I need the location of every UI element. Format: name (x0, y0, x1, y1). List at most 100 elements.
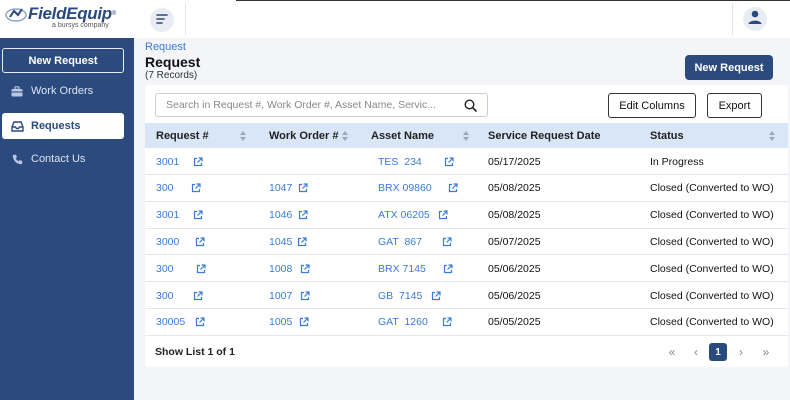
sort-icon[interactable] (769, 131, 775, 141)
request-number-link[interactable]: 300 (156, 262, 174, 275)
sort-icon[interactable] (342, 131, 348, 141)
table-row[interactable]: 3001 1046 ATX 06205 05/08/2025 Closed (Conve… (145, 202, 788, 229)
external-link-icon[interactable] (442, 309, 452, 336)
phone-icon (10, 153, 24, 165)
search-box[interactable] (155, 93, 488, 117)
external-link-icon[interactable] (444, 148, 454, 175)
table-row[interactable]: 30005 1005 GAT 1260 05/05/2025 Closed (Conve… (145, 309, 788, 336)
table-row[interactable]: 3000 1045 GAT 867 05/07/2025 Closed (Convert… (145, 228, 788, 256)
external-link-icon[interactable] (300, 255, 310, 282)
external-link-icon[interactable] (195, 309, 205, 336)
logo-mark-icon (4, 5, 28, 23)
external-link-icon[interactable] (442, 228, 452, 255)
work-order-link[interactable]: 1008 (269, 262, 293, 275)
external-link-icon[interactable] (297, 228, 307, 255)
work-order-link[interactable]: 1007 (269, 289, 293, 302)
logo: FieldEquip ® (4, 4, 116, 24)
logo-text: FieldEquip (28, 4, 112, 23)
logo-registered-mark: ® (111, 11, 117, 17)
export-button[interactable]: Export (707, 93, 762, 118)
asset-name-link[interactable]: TES 234 (378, 155, 422, 168)
search-icon[interactable] (464, 99, 477, 117)
work-order-link[interactable]: 1005 (269, 316, 293, 329)
request-number-link[interactable]: 30005 (156, 316, 186, 329)
external-link-icon[interactable] (193, 282, 203, 309)
double-chevron-right-icon: » (762, 345, 770, 359)
request-number-link[interactable]: 3001 (156, 209, 180, 222)
sort-icon[interactable] (463, 131, 469, 141)
asset-name-link[interactable]: GB 7145 (378, 289, 423, 302)
edit-columns-button[interactable]: Edit Columns (608, 93, 696, 118)
page-title: Request (145, 54, 201, 70)
service-request-date: 05/06/2025 (488, 289, 541, 302)
sort-icon[interactable] (240, 131, 246, 141)
work-order-link[interactable]: 1047 (269, 182, 293, 195)
show-list-label: Show List 1 of 1 (155, 346, 235, 358)
user-avatar-button[interactable] (743, 7, 767, 31)
column-header-asset-name[interactable]: Asset Name (371, 129, 434, 142)
next-page-button[interactable]: › (732, 343, 750, 361)
external-link-icon[interactable] (299, 309, 309, 336)
breadcrumb[interactable]: Request (145, 41, 186, 53)
asset-name-link[interactable]: GAT 1260 (378, 316, 428, 329)
external-link-icon[interactable] (431, 282, 441, 309)
sidebar-item-label: Requests (31, 120, 81, 132)
service-request-date: 05/17/2025 (488, 155, 541, 168)
menu-toggle-button[interactable] (150, 8, 174, 32)
external-link-icon[interactable] (196, 255, 206, 282)
asset-name-link[interactable]: ATX 06205 (378, 209, 430, 222)
sidebar-item-work-orders[interactable]: Work Orders (2, 78, 124, 104)
table-row[interactable]: 300 1007 GB 7145 05/06/2025 Closed (Converte… (145, 282, 788, 309)
external-link-icon[interactable] (300, 282, 310, 309)
status-text: Closed (Converted to WO) (650, 262, 774, 275)
request-number-link[interactable]: 300 (156, 289, 174, 302)
external-link-icon[interactable] (438, 202, 448, 229)
double-chevron-left-icon: « (668, 345, 676, 359)
request-number-link[interactable]: 3000 (156, 235, 180, 248)
sidebar-item-requests[interactable]: Requests (2, 113, 124, 139)
service-request-date: 05/07/2025 (488, 235, 541, 248)
external-link-icon[interactable] (298, 175, 308, 202)
page-button-current[interactable]: 1 (709, 343, 727, 361)
table-row[interactable]: 300 1008 BRX 7145 05/06/2025 Closed (Convert… (145, 255, 788, 283)
external-link-icon[interactable] (448, 175, 458, 202)
column-header-status[interactable]: Status (650, 129, 684, 142)
table-row[interactable]: 3001 TES 234 05/17/2025 In Progress (145, 148, 788, 175)
asset-name-link[interactable]: GAT 867 (378, 235, 422, 248)
record-count: (7 Records) (145, 70, 198, 81)
topbar-divider-right (732, 3, 733, 35)
sidebar (0, 38, 134, 400)
new-request-button[interactable]: New Request (685, 55, 773, 80)
external-link-icon[interactable] (443, 255, 453, 282)
search-input[interactable] (166, 99, 456, 111)
table-row[interactable]: 300 1047 BRX 09860 05/08/2025 Closed (Conver… (145, 175, 788, 202)
work-order-link[interactable]: 1046 (269, 209, 293, 222)
sidebar-item-contact-us[interactable]: Contact Us (2, 146, 124, 172)
last-page-button[interactable]: » (757, 343, 775, 361)
top-bar-line (236, 0, 790, 1)
column-header-work-order[interactable]: Work Order # (269, 129, 339, 142)
column-header-request[interactable]: Request # (156, 129, 209, 142)
asset-name-link[interactable]: BRX 09860 (378, 182, 432, 195)
table-header: Request # Work Order # Asset Name Servic… (145, 123, 788, 148)
external-link-icon[interactable] (195, 228, 205, 255)
column-header-service-request-date[interactable]: Service Request Date (488, 129, 601, 142)
first-page-button[interactable]: « (663, 343, 681, 361)
inbox-icon (10, 120, 24, 132)
external-link-icon[interactable] (191, 175, 201, 202)
external-link-icon[interactable] (193, 202, 203, 229)
asset-name-link[interactable]: BRX 7145 (378, 262, 426, 275)
request-number-link[interactable]: 3001 (156, 155, 180, 168)
external-link-icon[interactable] (298, 202, 308, 229)
status-text: Closed (Converted to WO) (650, 235, 774, 248)
service-request-date: 05/08/2025 (488, 182, 541, 195)
external-link-icon[interactable] (193, 148, 203, 175)
sidebar-new-request-button[interactable]: New Request (2, 48, 124, 73)
status-text: Closed (Converted to WO) (650, 316, 774, 329)
request-number-link[interactable]: 300 (156, 182, 174, 195)
chevron-right-icon: › (739, 345, 743, 359)
work-order-link[interactable]: 1045 (269, 235, 293, 248)
chevron-left-icon: ‹ (694, 345, 698, 359)
previous-page-button[interactable]: ‹ (687, 343, 705, 361)
status-text: In Progress (650, 155, 704, 168)
